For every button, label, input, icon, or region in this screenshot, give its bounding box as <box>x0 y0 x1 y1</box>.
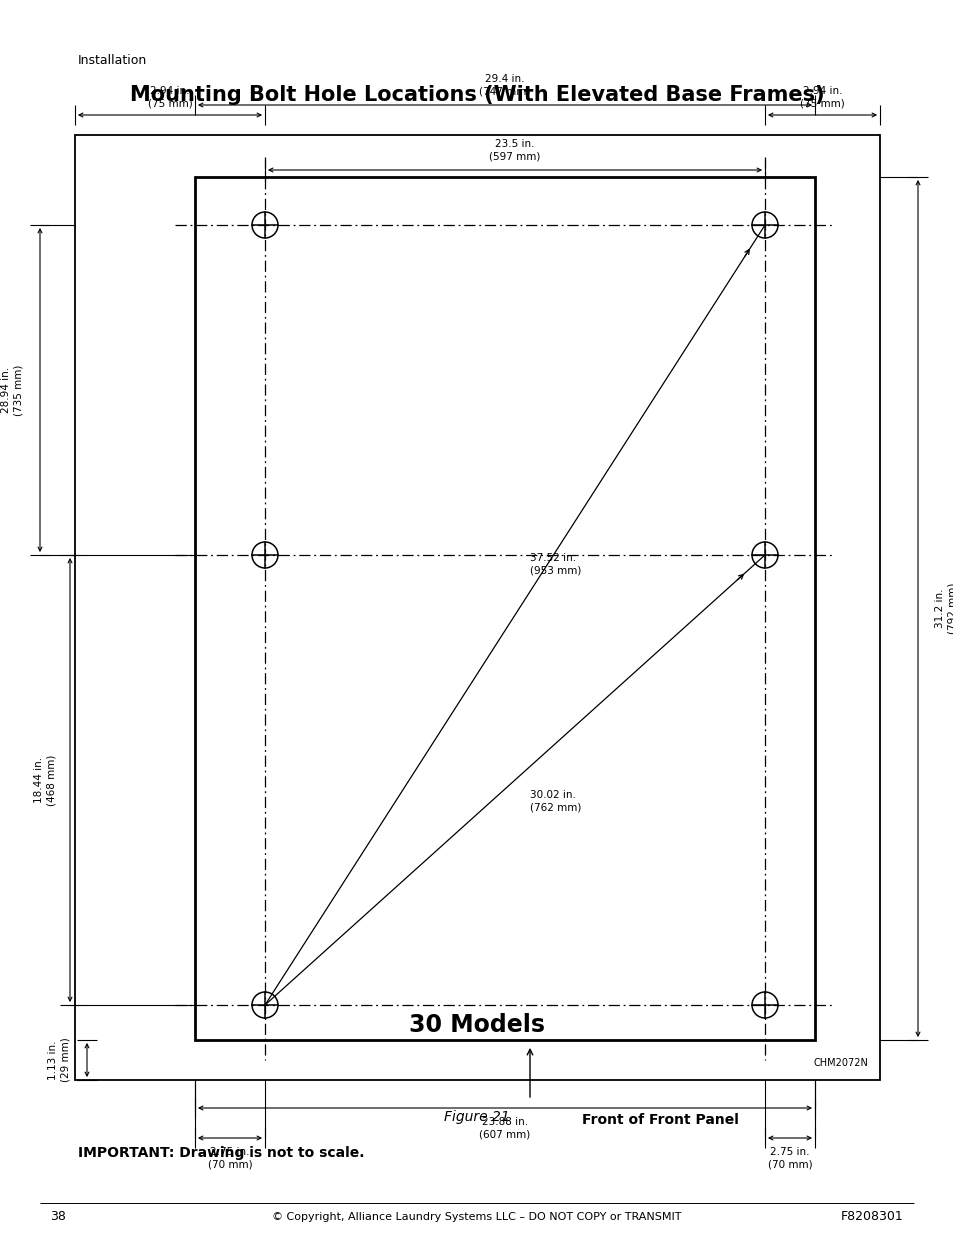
Text: Front of Front Panel: Front of Front Panel <box>581 1113 738 1128</box>
Text: Installation: Installation <box>78 53 147 67</box>
Text: Mounting Bolt Hole Locations (With Elevated Base Frames): Mounting Bolt Hole Locations (With Eleva… <box>130 85 823 105</box>
Text: IMPORTANT: Drawing is not to scale.: IMPORTANT: Drawing is not to scale. <box>78 1146 364 1160</box>
Bar <box>194 177 814 1040</box>
Text: 1.13 in.
(29 mm): 1.13 in. (29 mm) <box>48 1037 71 1082</box>
Text: Figure 21: Figure 21 <box>444 1110 509 1124</box>
Text: 2.94 in.
(75 mm): 2.94 in. (75 mm) <box>148 85 193 109</box>
Text: 23.88 in.
(607 mm): 23.88 in. (607 mm) <box>478 1116 530 1139</box>
Text: 30.02 in.
(762 mm): 30.02 in. (762 mm) <box>530 790 580 813</box>
Text: 29.4 in.
(747 mm): 29.4 in. (747 mm) <box>478 74 530 96</box>
Text: CHM2072N: CHM2072N <box>812 1058 867 1068</box>
Text: 2.75 in.
(70 mm): 2.75 in. (70 mm) <box>767 1147 811 1170</box>
Text: 37.52 in.
(953 mm): 37.52 in. (953 mm) <box>530 552 580 576</box>
Text: 18.44 in.
(468 mm): 18.44 in. (468 mm) <box>33 755 56 805</box>
Bar <box>75 135 879 1079</box>
Text: F8208301: F8208301 <box>841 1210 903 1224</box>
Text: 31.2 in.
(792 mm): 31.2 in. (792 mm) <box>934 583 953 635</box>
Text: © Copyright, Alliance Laundry Systems LLC – DO NOT COPY or TRANSMIT: © Copyright, Alliance Laundry Systems LL… <box>272 1212 681 1221</box>
Bar <box>75 135 879 1079</box>
Text: 38: 38 <box>50 1210 66 1224</box>
Text: 2.94 in.
(75 mm): 2.94 in. (75 mm) <box>800 85 844 109</box>
Text: 28.94 in.
(735 mm): 28.94 in. (735 mm) <box>1 364 23 416</box>
Text: 2.75 in.
(70 mm): 2.75 in. (70 mm) <box>208 1147 252 1170</box>
Text: 23.5 in.
(597 mm): 23.5 in. (597 mm) <box>489 138 540 162</box>
Text: 30 Models: 30 Models <box>409 1013 545 1037</box>
